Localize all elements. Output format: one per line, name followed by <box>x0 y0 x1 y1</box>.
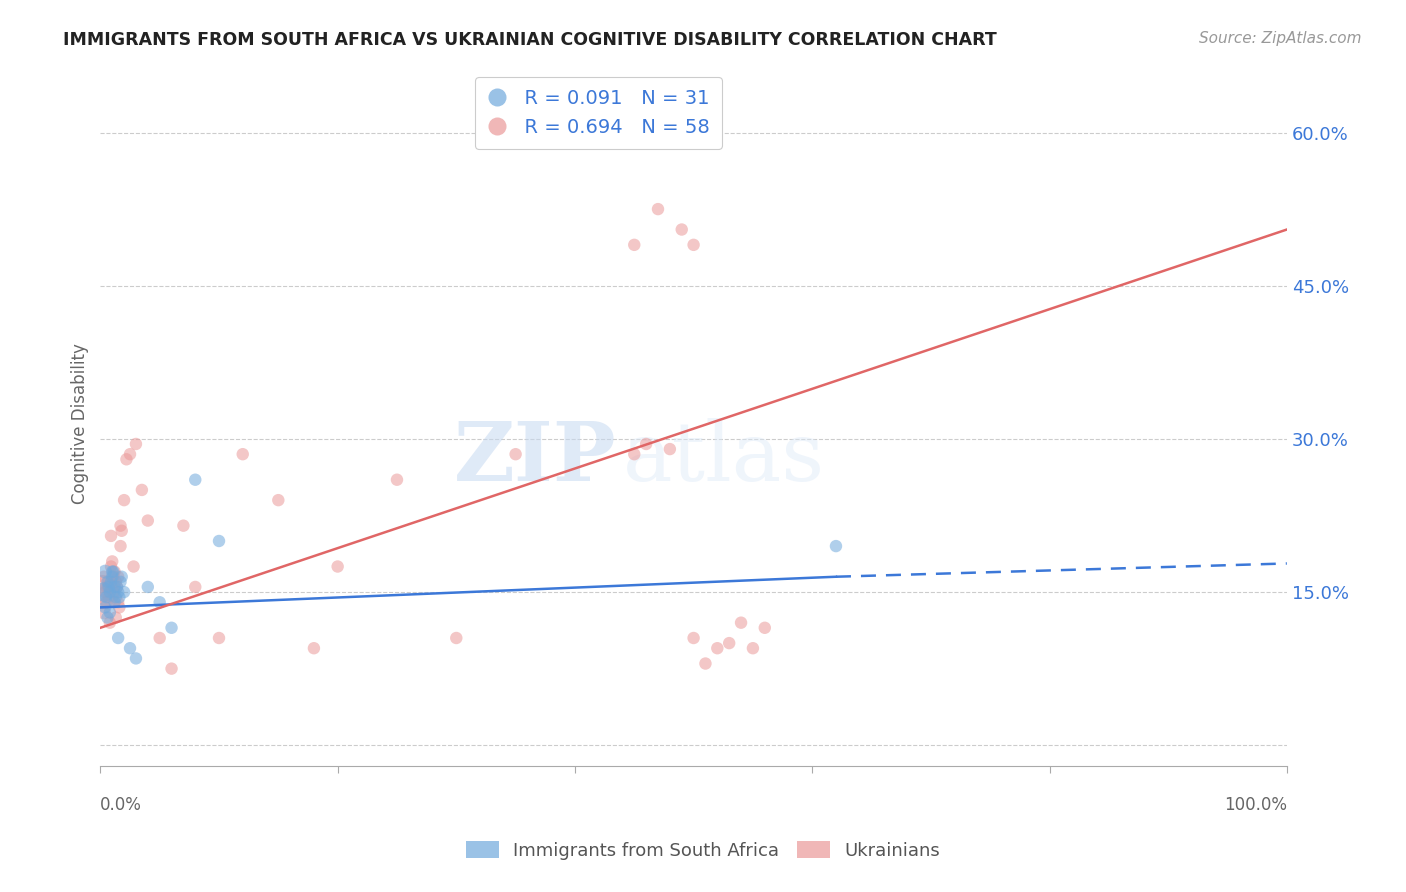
Point <box>94 585 117 599</box>
Point <box>172 518 194 533</box>
Point <box>825 539 848 553</box>
Point <box>682 237 704 252</box>
Point <box>100 559 122 574</box>
Point <box>108 590 131 604</box>
Point <box>695 657 717 671</box>
Text: 100.0%: 100.0% <box>1223 797 1286 814</box>
Point <box>110 518 132 533</box>
Point <box>98 606 121 620</box>
Point <box>98 615 121 630</box>
Point <box>184 473 207 487</box>
Point <box>623 237 645 252</box>
Text: IMMIGRANTS FROM SOUTH AFRICA VS UKRAINIAN COGNITIVE DISABILITY CORRELATION CHART: IMMIGRANTS FROM SOUTH AFRICA VS UKRAINIA… <box>63 31 997 49</box>
Point <box>647 202 669 216</box>
Point <box>97 580 120 594</box>
Point <box>149 595 172 609</box>
Point <box>718 636 741 650</box>
Legend:   R = 0.091   N = 31,   R = 0.694   N = 58: R = 0.091 N = 31, R = 0.694 N = 58 <box>475 78 721 149</box>
Point <box>706 641 728 656</box>
Point <box>105 580 128 594</box>
Point <box>125 651 148 665</box>
Point <box>122 559 145 574</box>
Point <box>100 574 122 589</box>
Point <box>118 447 141 461</box>
Point <box>94 565 117 579</box>
Point <box>754 621 776 635</box>
Point <box>742 641 765 656</box>
Point <box>96 574 118 589</box>
Point <box>91 585 114 599</box>
Point <box>267 493 290 508</box>
Point <box>103 570 125 584</box>
Point <box>96 595 118 609</box>
Point <box>103 585 125 599</box>
Point <box>94 600 117 615</box>
Legend: Immigrants from South Africa, Ukrainians: Immigrants from South Africa, Ukrainians <box>458 834 948 867</box>
Point <box>111 570 134 584</box>
Point <box>302 641 325 656</box>
Point <box>104 590 127 604</box>
Point <box>658 442 681 456</box>
Point <box>96 580 118 594</box>
Point <box>93 606 115 620</box>
Point <box>385 473 408 487</box>
Point <box>101 565 124 579</box>
Point <box>98 585 121 599</box>
Point <box>96 580 118 594</box>
Point <box>149 631 172 645</box>
Point <box>96 610 118 624</box>
Point <box>107 631 129 645</box>
Point <box>115 452 138 467</box>
Point <box>103 595 125 609</box>
Point <box>100 529 122 543</box>
Point <box>107 570 129 584</box>
Text: atlas: atlas <box>623 417 824 498</box>
Point <box>110 539 132 553</box>
Point <box>103 565 125 579</box>
Y-axis label: Cognitive Disability: Cognitive Disability <box>72 343 89 504</box>
Text: ZIP: ZIP <box>454 417 616 498</box>
Point <box>112 585 135 599</box>
Point <box>136 580 159 594</box>
Point <box>125 437 148 451</box>
Point <box>107 595 129 609</box>
Point <box>111 524 134 538</box>
Point <box>136 514 159 528</box>
Point <box>623 447 645 461</box>
Point <box>108 600 131 615</box>
Point <box>636 437 658 451</box>
Point <box>104 610 127 624</box>
Point <box>160 662 183 676</box>
Text: Source: ZipAtlas.com: Source: ZipAtlas.com <box>1198 31 1361 46</box>
Point <box>97 590 120 604</box>
Point <box>118 641 141 656</box>
Point <box>103 580 125 594</box>
Point <box>103 565 125 579</box>
Point <box>96 590 118 604</box>
Point <box>232 447 254 461</box>
Point <box>326 559 349 574</box>
Point <box>208 533 231 548</box>
Point <box>446 631 468 645</box>
Point <box>101 570 124 584</box>
Point <box>184 580 207 594</box>
Point <box>112 493 135 508</box>
Point <box>101 554 124 568</box>
Point <box>107 585 129 599</box>
Point <box>131 483 153 497</box>
Point <box>93 570 115 584</box>
Point <box>208 631 231 645</box>
Point <box>160 621 183 635</box>
Point <box>110 574 132 589</box>
Text: 0.0%: 0.0% <box>100 797 142 814</box>
Point <box>93 585 115 599</box>
Point <box>97 574 120 589</box>
Point <box>682 631 704 645</box>
Point <box>730 615 752 630</box>
Point <box>104 574 127 589</box>
Point <box>105 580 128 594</box>
Point <box>505 447 527 461</box>
Point <box>671 222 693 236</box>
